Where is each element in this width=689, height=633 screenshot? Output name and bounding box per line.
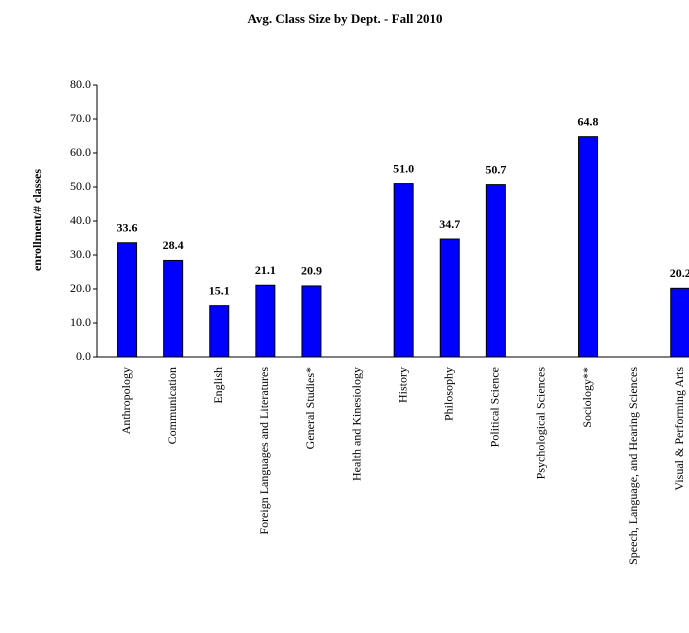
value-label: 21.1 — [255, 263, 276, 277]
bar — [117, 242, 138, 358]
value-label: 28.4 — [163, 238, 184, 252]
y-tick-label: 50.0 — [70, 179, 91, 193]
bar — [301, 285, 322, 358]
value-label: 64.8 — [578, 114, 599, 128]
value-label: 51.0 — [393, 161, 414, 175]
x-tick-label: Anthropology — [119, 367, 133, 434]
value-label: 20.2 — [670, 266, 689, 280]
x-tick-label: English — [211, 367, 225, 404]
bar — [393, 183, 414, 358]
y-tick-label: 20.0 — [70, 281, 91, 295]
value-label: 50.7 — [485, 162, 506, 176]
x-tick-label: History — [395, 367, 409, 403]
value-label: 33.6 — [117, 221, 138, 235]
x-tick-label: Psychological Sciences — [534, 367, 548, 480]
x-tick-label: Visual & Performing Arts — [672, 367, 686, 491]
x-tick-label: Speech, Language, and Hearing Sciences — [626, 367, 640, 565]
chart-title: Avg. Class Size by Dept. - Fall 2010 — [247, 11, 442, 26]
x-tick-label: General Studies* — [303, 367, 317, 449]
bar — [163, 259, 184, 358]
x-tick-label: Political Science — [488, 367, 502, 447]
bar — [439, 238, 460, 358]
bar — [485, 184, 506, 358]
y-tick-label: 0.0 — [76, 349, 91, 363]
y-axis-label: enrollment/# classes — [30, 169, 44, 271]
y-tick-label: 80.0 — [70, 77, 91, 91]
x-tick-label: Sociology** — [580, 367, 594, 428]
bar — [209, 305, 230, 358]
y-tick-label: 10.0 — [70, 315, 91, 329]
bar — [670, 287, 689, 358]
y-tick-label: 70.0 — [70, 111, 91, 125]
value-label: 20.9 — [301, 264, 322, 278]
y-tick-label: 60.0 — [70, 145, 91, 159]
x-tick-label: Communication — [165, 367, 179, 444]
value-label: 15.1 — [209, 283, 230, 297]
bar — [255, 284, 276, 358]
bar — [578, 136, 599, 358]
x-tick-label: Foreign Languages and Literatures — [257, 367, 271, 535]
y-tick-label: 30.0 — [70, 247, 91, 261]
y-tick-label: 40.0 — [70, 213, 91, 227]
x-tick-label: Health and Kinesiology — [349, 367, 363, 481]
x-tick-label: Philosophy — [442, 367, 456, 421]
value-label: 34.7 — [439, 217, 460, 231]
